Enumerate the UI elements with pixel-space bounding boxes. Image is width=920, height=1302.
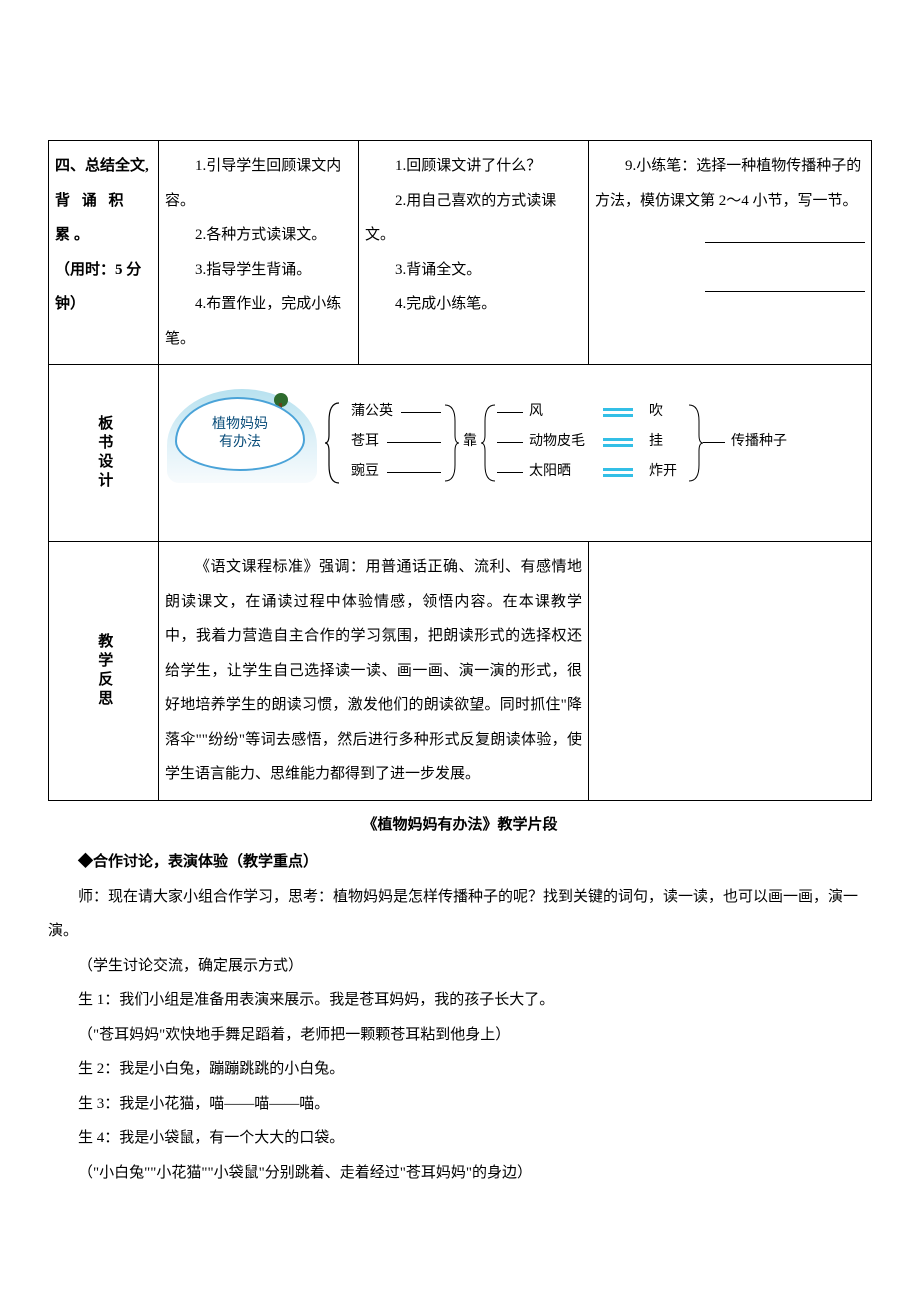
sec-line: （用时：5 分 [55,253,152,288]
board-label: 板书设计 [94,415,114,491]
blank-line [705,227,865,243]
dialog-line: （学生讨论交流，确定展示方式） [48,949,872,984]
connector [387,442,441,443]
cloud-line2: 有办法 [219,434,261,452]
fragment-body: ◆合作讨论，表演体验（教学重点） 师：现在请大家小组合作学习，思考：植物妈妈是怎… [48,845,872,1190]
final-label: 传播种子 [731,435,787,449]
left-brace [325,401,343,485]
sec-line: 钟） [55,287,152,322]
cell-section-title: 四、总结全文, 背 诵 积 累。 （用时：5 分 钟） [49,141,159,365]
reflect-label: 教学反思 [94,633,114,709]
method-item: 风 [529,405,543,419]
cell-teacher-steps: 1.引导学生回顾课文内容。 2.各种方式读课文。 3.指导学生背诵。 4.布置作… [159,141,359,365]
dialog-line: （"小白兔""小花猫""小袋鼠"分别跳着、走着经过"苍耳妈妈"的身边） [48,1156,872,1191]
step: 3.背诵全文。 [365,253,582,288]
page: 四、总结全文, 背 诵 积 累。 （用时：5 分 钟） 1.引导学生回顾课文内容… [0,0,920,1302]
cell-reflect-empty [589,542,872,801]
action-item: 炸开 [649,465,677,479]
step: 2.各种方式读课文。 [165,218,352,253]
step: 2.用自己喜欢的方式读课文。 [365,184,582,253]
method-item: 太阳晒 [529,465,571,479]
table-row-summary: 四、总结全文, 背 诵 积 累。 （用时：5 分 钟） 1.引导学生回顾课文内容… [49,141,872,365]
lesson-table: 四、总结全文, 背 诵 积 累。 （用时：5 分 钟） 1.引导学生回顾课文内容… [48,140,872,801]
connector [703,442,725,443]
fragment-title: 《植物妈妈有办法》教学片段 [48,811,872,840]
method-item: 动物皮毛 [529,435,585,449]
action-item: 吹 [649,405,663,419]
cell-student-steps: 1.回顾课文讲了什么？ 2.用自己喜欢的方式读课文。 3.背诵全文。 4.完成小… [359,141,589,365]
dialog-line: 生 2：我是小白兔，蹦蹦跳跳的小白兔。 [48,1052,872,1087]
cell-reflect-label: 教学反思 [49,542,159,801]
dialog-line: 生 3：我是小花猫，喵——喵——喵。 [48,1087,872,1122]
cell-reflect-text: 《语文课程标准》强调：用普通话正确、流利、有感情地朗读课文，在诵读过程中体验情感… [159,542,589,801]
connector [497,412,523,413]
equals-icon [603,408,633,416]
step: 1.回顾课文讲了什么？ [365,149,582,184]
connector [387,472,441,473]
final-brace [687,403,703,483]
sec-line: 背 诵 积 累。 [55,184,152,253]
reflect-paragraph: 《语文课程标准》强调：用普通话正确、流利、有感情地朗读课文，在诵读过程中体验情感… [165,550,582,792]
cell-exercise: 9.小练笔：选择一种植物传播种子的方法，模仿课文第 2～4 小节，写一节。 [589,141,872,365]
exercise-text: 9.小练笔：选择一种植物传播种子的方法，模仿课文第 2～4 小节，写一节。 [595,149,865,218]
dialog-line: 生 4：我是小袋鼠，有一个大大的口袋。 [48,1121,872,1156]
table-row-reflection: 教学反思 《语文课程标准》强调：用普通话正确、流利、有感情地朗读课文，在诵读过程… [49,542,872,801]
connector [497,442,523,443]
plant-item: 蒲公英 [351,405,393,419]
cell-board-label: 板书设计 [49,365,159,542]
equals-icon [603,468,633,476]
step: 4.布置作业，完成小练笔。 [165,287,352,356]
plant-item: 苍耳 [351,435,379,449]
blank-line [705,276,865,292]
plant-item: 豌豆 [351,465,379,479]
dialog-line: 师：现在请大家小组合作学习，思考：植物妈妈是怎样传播种子的呢？找到关键的词句，读… [48,880,872,949]
cloud-line1: 植物妈妈 [212,416,268,434]
converge-brace [443,403,459,483]
step: 3.指导学生背诵。 [165,253,352,288]
dialog-line: （"苍耳妈妈"欢快地手舞足蹈着，老师把一颗颗苍耳粘到他身上） [48,1018,872,1053]
table-row-board: 板书设计 植物妈妈 有办法 蒲公英 苍耳 豌豆 [49,365,872,542]
connector [497,472,523,473]
equals-icon [603,438,633,446]
action-item: 挂 [649,435,663,449]
mid-label: 靠 [463,435,477,449]
step: 4.完成小练笔。 [365,287,582,322]
diverge-brace [481,403,497,483]
fragment-subtitle: ◆合作讨论，表演体验（教学重点） [48,845,872,880]
sec-line: 四、总结全文, [55,149,152,184]
connector [401,412,441,413]
board-diagram: 植物妈妈 有办法 蒲公英 苍耳 豌豆 靠 [165,373,865,513]
step: 1.引导学生回顾课文内容。 [165,149,352,218]
cell-board-diagram: 植物妈妈 有办法 蒲公英 苍耳 豌豆 靠 [159,365,872,542]
dialog-line: 生 1：我们小组是准备用表演来展示。我是苍耳妈妈，我的孩子长大了。 [48,983,872,1018]
